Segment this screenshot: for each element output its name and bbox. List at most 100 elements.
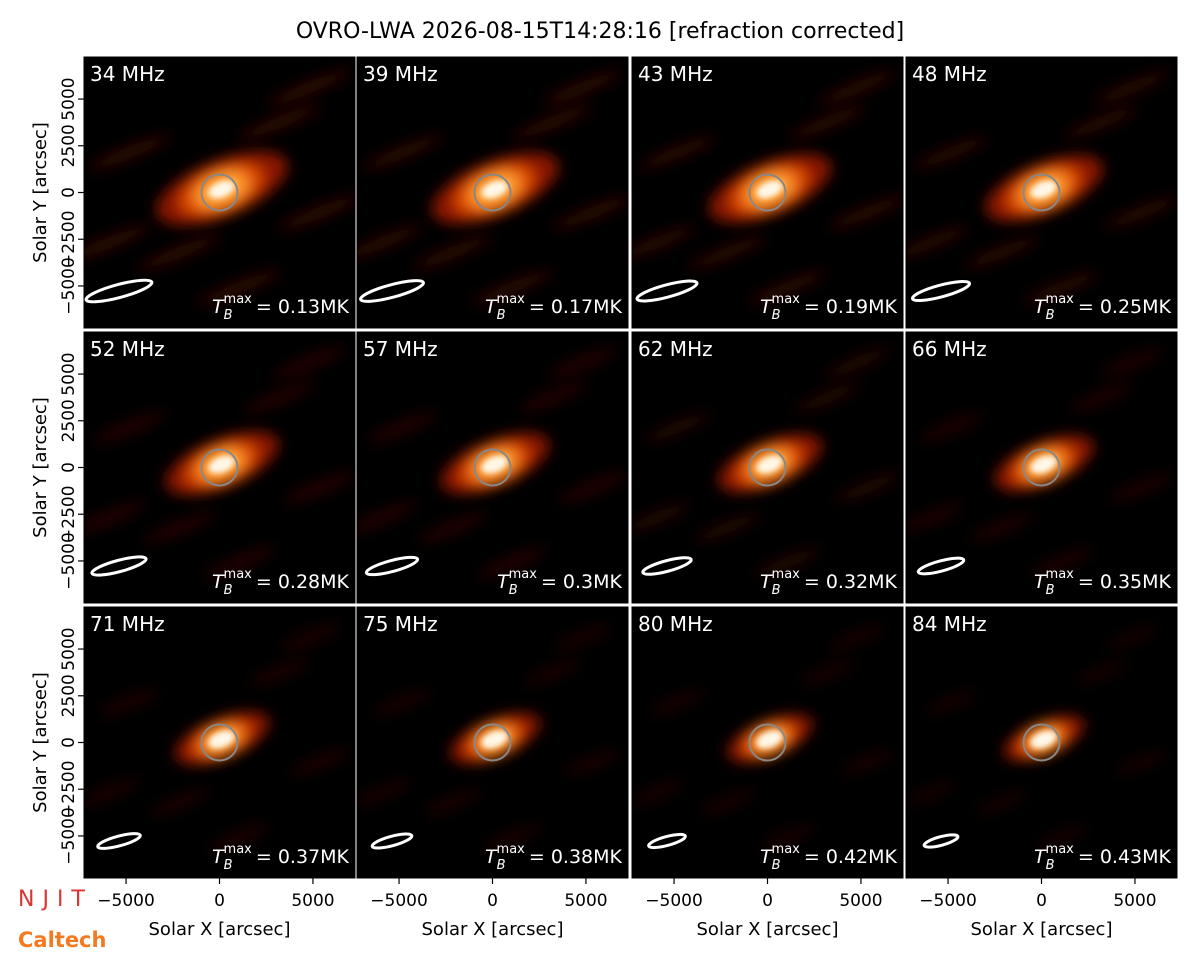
x-tick-label: 0 [214,891,225,911]
panel-frame [631,331,904,604]
y-tick-label: 2500 [59,399,79,442]
sidelobe [800,660,855,685]
panel: 43 MHz TBmax = 0.19MK [631,56,904,329]
sidelobe [283,471,355,504]
sidelobe [84,224,152,261]
figure-title: OVRO-LWA 2026-08-15T14:28:16 [refraction… [296,19,904,44]
y-tick-label: 2500 [59,124,79,167]
x-tick-label: 5000 [1113,891,1156,911]
tb-superscript: max [772,842,801,857]
beam [90,555,148,577]
sidelobe [512,105,593,140]
sidelobe [914,136,989,169]
sidelobe [357,225,423,260]
x-tick-label: 0 [1036,891,1047,911]
sidelobe [289,749,350,776]
tb-symbol: T [497,571,510,593]
sidelobe [919,413,984,442]
tb-max-annotation: TBmax = 0.3MK [497,567,622,598]
sidelobe [243,381,316,414]
tb-superscript: max [1046,842,1075,857]
sidelobe [357,502,417,533]
x-axis-label: Solar X [arcsec] [149,919,291,940]
radio-image [906,57,1177,328]
tb-max-annotation: TBmax = 0.17MK [485,292,623,323]
tb-subscript: B [772,858,781,873]
sidelobe [1094,71,1169,104]
panel: 39 MHz TBmax = 0.17MK [356,56,629,329]
tb-max-annotation: TBmax = 0.42MK [760,842,898,873]
sidelobe [418,512,487,543]
sidelobe [373,689,432,716]
y-tick-label: 0 [59,187,79,198]
tb-symbol: T [1034,296,1047,318]
emission-core [756,455,783,474]
sidelobe [1029,548,1094,577]
tb-subscript: B [224,308,233,323]
sidelobe [1109,473,1174,502]
tb-superscript: max [497,842,526,857]
sidelobe [632,780,685,805]
sidelobe [1104,196,1177,229]
panel-title: 34 MHz [90,62,165,86]
tb-subscript: B [1046,308,1055,323]
sidelobe [1069,383,1134,412]
emission-core [1030,455,1057,474]
sidelobe [412,235,493,270]
panel: 66 MHz TBmax = 0.35MK [905,331,1178,604]
sidelobe [149,789,210,816]
panel-title: 84 MHz [912,612,987,636]
sidelobe [237,104,322,141]
sidelobe [906,226,969,259]
panel-title: 66 MHz [912,337,987,361]
solar-disk [473,448,512,487]
radio-image [632,57,903,328]
emission-core [1030,180,1057,199]
sidelobe [906,503,964,532]
y-tick-label: 5000 [59,77,79,120]
beam [84,278,154,304]
sidelobe [644,413,711,442]
x-tick-label: −5000 [370,891,428,911]
tb-superscript: max [772,567,801,582]
solar-disk [200,723,239,762]
tb-superscript: max [497,292,526,307]
panel-title: 75 MHz [363,612,438,636]
tb-subscript: B [497,308,506,323]
tb-subscript: B [224,583,233,598]
sidelobe [754,548,821,577]
tb-value: = 0.28MK [256,571,350,593]
panel-frame [356,331,629,604]
x-tick-label: −5000 [919,891,977,911]
x-axis-label: Solar X [arcsec] [697,919,839,940]
sidelobe [552,195,628,230]
sidelobe [279,624,340,651]
x-axis-label: Solar X [arcsec] [971,919,1113,940]
panel-frame [905,331,1178,604]
y-axis-label: Solar Y [arcsec] [30,122,51,263]
beam [910,279,972,303]
tb-symbol: T [212,571,225,593]
panel-title: 80 MHz [638,612,713,636]
y-tick-label: −2500 [59,210,79,268]
tb-superscript: max [224,842,253,857]
panel: 57 MHz TBmax = 0.3MK [356,331,629,604]
sidelobe [137,234,222,271]
solar-disk [200,448,239,487]
sidelobe [1064,106,1139,139]
tb-symbol: T [760,296,773,318]
radio-image [84,332,355,603]
tb-value: = 0.25MK [1078,296,1172,318]
panel-title: 39 MHz [363,62,438,86]
tb-symbol: T [485,846,498,868]
tb-value: = 0.42MK [804,846,898,868]
beam [916,556,966,576]
sidelobe [748,270,827,305]
emission-core [756,180,783,199]
y-tick-label: 2500 [59,674,79,717]
sidelobe [975,790,1028,815]
tb-value: = 0.3MK [541,571,623,593]
panel: 62 MHz TBmax = 0.32MK [631,331,904,604]
